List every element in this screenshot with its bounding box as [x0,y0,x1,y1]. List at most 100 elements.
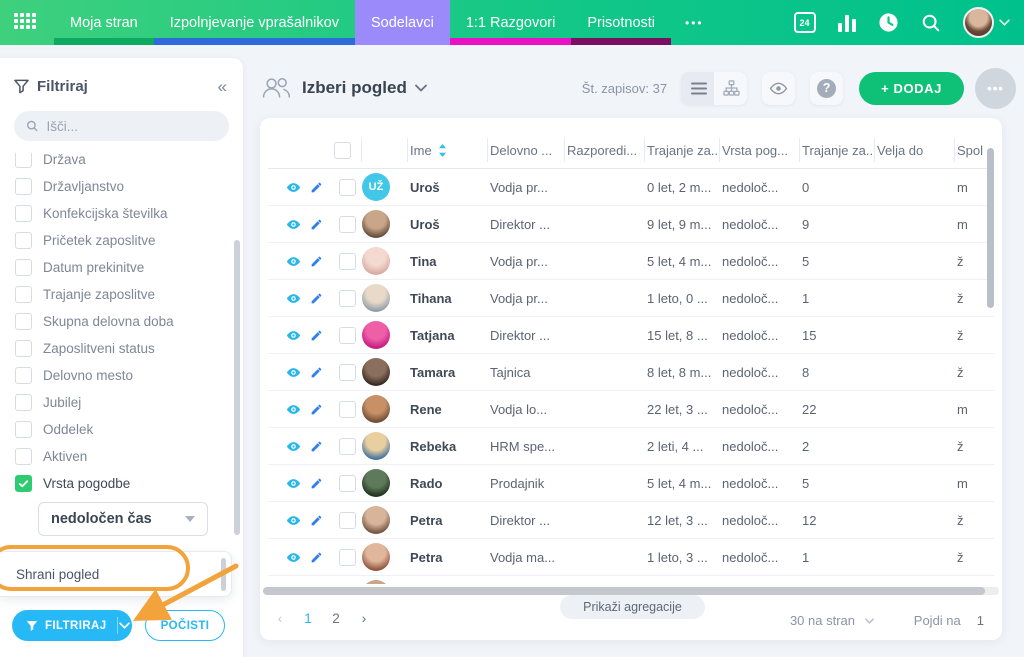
bar-chart-icon[interactable] [837,14,856,32]
search-input[interactable] [46,118,217,134]
panel-scrollbar[interactable] [221,558,226,591]
clock-icon[interactable] [878,12,899,33]
table-horizontal-scrollbar[interactable] [263,587,999,595]
page-button-2[interactable]: 2 [332,611,340,626]
checkbox[interactable] [338,474,356,492]
edit-icon[interactable] [310,181,323,194]
filter-item-vrsta-pogodbe[interactable]: Vrsta pogodbe [0,470,243,497]
filter-item-datum-prekinitve[interactable]: Datum prekinitve [0,254,243,281]
column-header-spol-10[interactable]: Spol [955,138,1010,162]
filter-item-pri-etek-zaposlitve[interactable]: Pričetek zaposlitve [0,227,243,254]
checkbox[interactable] [15,205,32,222]
checkbox[interactable] [15,367,32,384]
filter-item-delovno-mesto[interactable]: Delovno mesto [0,362,243,389]
checkbox[interactable] [15,259,32,276]
checkbox[interactable] [334,141,351,159]
preview-columns-button[interactable] [762,71,796,105]
checkbox[interactable] [338,326,356,344]
checkbox[interactable] [15,394,32,411]
show-aggregations-button[interactable]: Prikaži agregacije [560,595,705,619]
page-button-1[interactable]: 1 [304,611,312,626]
checkbox[interactable] [338,289,356,307]
add-button[interactable]: + DODAJ [859,71,964,105]
view-icon[interactable] [286,219,301,230]
view-icon[interactable] [286,404,301,415]
view-icon[interactable] [286,515,301,526]
view-icon[interactable] [286,552,301,563]
checkbox[interactable] [338,511,356,529]
checkbox[interactable] [338,178,356,196]
column-header-velja-do-9[interactable]: Velja do [875,138,955,162]
checkbox[interactable] [15,286,32,303]
per-page-select[interactable]: 30 na stran [790,613,874,628]
filter-item-oddelek[interactable]: Oddelek [0,416,243,443]
nav-tab-moja-stran[interactable]: Moja stran [54,0,154,45]
nav-tab-blank[interactable]: ••• [671,0,718,45]
checkbox[interactable] [338,215,356,233]
nav-tab-izpolnjevanje-vpra-alnikov[interactable]: Izpolnjevanje vprašalnikov [153,0,356,45]
edit-icon[interactable] [310,440,323,453]
save-view-item[interactable]: Shrani pogled [16,566,100,582]
table-vertical-scrollbar[interactable] [987,148,994,308]
apps-grid-icon[interactable] [14,13,40,33]
column-header-vrsta-pog-7[interactable]: Vrsta pog... [720,138,800,162]
filter-item-jubilej[interactable]: Jubilej [0,389,243,416]
checkbox[interactable] [338,437,356,455]
column-header-ime-3[interactable]: Ime [408,138,488,162]
checkbox[interactable] [338,400,356,418]
filter-item-konfekcijska-tevilka[interactable]: Konfekcijska številka [0,200,243,227]
checkbox[interactable] [15,232,32,249]
filter-item-aktiven[interactable]: Aktiven [0,443,243,470]
edit-icon[interactable] [310,514,323,527]
checkbox[interactable] [338,363,356,381]
more-actions-button[interactable]: ••• [975,67,1016,109]
filter-item-dr-ava[interactable]: Država [0,153,243,173]
edit-icon[interactable] [310,403,323,416]
edit-icon[interactable] [310,477,323,490]
filter-item-trajanje-zaposlitve[interactable]: Trajanje zaposlitve [0,281,243,308]
view-icon[interactable] [286,182,301,193]
search-icon[interactable] [921,13,941,33]
view-icon[interactable] [286,441,301,452]
view-icon[interactable] [286,478,301,489]
filter-apply-button[interactable]: FILTRIRAJ [12,610,132,641]
calendar-icon[interactable]: 24 [793,12,816,33]
sidebar-scrollbar[interactable] [234,240,240,535]
view-selector[interactable]: Izberi pogled [302,78,407,97]
org-view-button[interactable] [714,72,747,105]
user-menu[interactable] [963,7,1010,38]
column-header-trajanje-za-6[interactable]: Trajanje za... [645,138,720,162]
checkbox[interactable] [338,548,356,566]
checkbox[interactable] [338,252,356,270]
contract-type-select[interactable]: nedoločen čas [38,502,208,536]
filter-item-dr-avljanstvo[interactable]: Državljanstvo [0,173,243,200]
edit-icon[interactable] [310,218,323,231]
nav-tab-1-1-razgovori[interactable]: 1:1 Razgovori [449,0,572,45]
checkbox[interactable] [15,340,32,357]
checkbox[interactable] [15,448,32,465]
view-icon[interactable] [286,293,301,304]
view-icon[interactable] [286,330,301,341]
edit-icon[interactable] [310,329,323,342]
collapse-sidebar-icon[interactable]: « [217,77,227,96]
checkbox[interactable] [15,421,32,438]
nav-tab-sodelavci[interactable]: Sodelavci [354,0,450,45]
chevron-down-icon[interactable] [414,84,427,92]
goto-page-input[interactable]: 1 [976,613,984,628]
checkbox[interactable] [15,178,32,195]
column-header-razporedi-5[interactable]: Razporedi... [565,138,645,162]
checkbox[interactable] [15,313,32,330]
prev-page-button[interactable]: ‹ [277,611,283,626]
next-page-button[interactable]: › [361,611,367,626]
help-button[interactable]: ? [810,71,844,105]
filter-item-zaposlitveni-status[interactable]: Zaposlitveni status [0,335,243,362]
edit-icon[interactable] [310,551,323,564]
column-header-delovno-4[interactable]: Delovno ... [488,138,565,162]
filter-item-skupna-delovna-doba[interactable]: Skupna delovna doba [0,308,243,335]
clear-filters-button[interactable]: POČISTI [145,610,225,641]
edit-icon[interactable] [310,292,323,305]
view-icon[interactable] [286,367,301,378]
column-header-trajanje-za-8[interactable]: Trajanje za... [800,138,875,162]
view-icon[interactable] [286,256,301,267]
edit-icon[interactable] [310,366,323,379]
